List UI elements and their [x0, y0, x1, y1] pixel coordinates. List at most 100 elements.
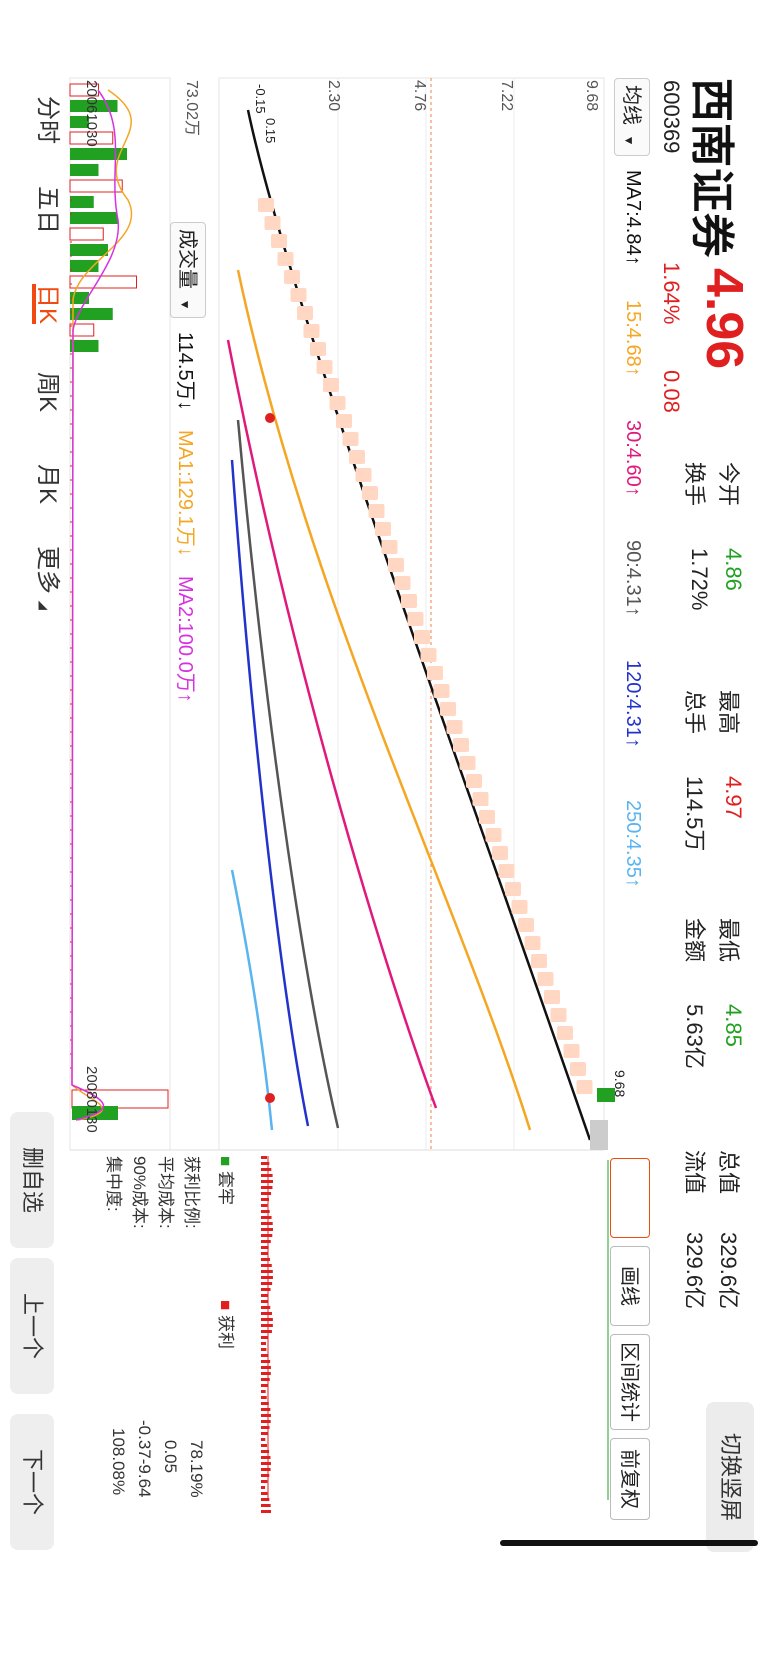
latest-candle — [597, 1088, 615, 1102]
chip-bar — [260, 1216, 272, 1219]
volume-ma2-line — [71, 89, 120, 1121]
chip-bar — [261, 1162, 270, 1165]
chip-bar — [261, 1384, 268, 1387]
ma90-line — [236, 419, 340, 1129]
period-more-label: 更多 — [34, 546, 61, 594]
chip-90-cost-label: 90%成本: — [130, 1156, 149, 1229]
volume-bar — [70, 148, 127, 160]
sequence-marker — [284, 270, 300, 284]
sequence-marker — [329, 396, 346, 410]
active-period-underline — [32, 284, 36, 324]
previous-button[interactable]: 上一个 — [10, 1258, 54, 1394]
chip-bar — [261, 1348, 267, 1351]
volume-bar — [69, 227, 104, 241]
volume-bar-latest-down — [72, 1106, 118, 1120]
home-indicator — [500, 1540, 758, 1546]
sequence-marker — [446, 720, 463, 734]
sequence-marker — [375, 522, 391, 536]
chip-bar — [261, 1414, 271, 1417]
ma250-line — [230, 869, 274, 1131]
volume-bar — [69, 179, 123, 193]
chip-bar — [260, 1438, 266, 1441]
next-button[interactable]: 下一个 — [10, 1414, 54, 1550]
sequence-marker — [388, 558, 404, 572]
sequence-marker — [550, 1008, 567, 1022]
chip-bar — [261, 1294, 269, 1297]
sequence-marker — [492, 846, 508, 860]
sequence-marker — [277, 252, 294, 266]
chip-bar — [260, 1444, 268, 1447]
trend-dot — [265, 413, 275, 423]
low-left-label: -0.15 — [253, 84, 268, 114]
chip-bar — [261, 1330, 272, 1333]
volume-total: 114.5万↓ — [174, 332, 196, 411]
chip-bar — [260, 1300, 269, 1303]
volume-bar — [69, 323, 95, 337]
chip-distribution — [260, 1156, 609, 1513]
chip-bar — [261, 1252, 268, 1255]
ma15-line — [236, 269, 532, 1131]
sequence-marker — [349, 450, 365, 464]
high-marker-label: 9.68 — [612, 1070, 628, 1098]
price-axis-top: 9.68 — [583, 80, 600, 112]
remove-watchlist-button[interactable]: 删自选 — [10, 1112, 54, 1248]
sequence-marker — [563, 1044, 580, 1058]
chip-bar — [261, 1498, 270, 1501]
sequence-marker — [427, 666, 443, 680]
sequence-marker — [264, 216, 281, 230]
sequence-marker — [433, 684, 450, 698]
chip-bar — [261, 1474, 270, 1477]
chip-bar — [260, 1456, 271, 1459]
sequence-marker — [459, 756, 476, 770]
chip-bar — [260, 1366, 271, 1369]
sequence-marker — [505, 882, 521, 896]
chip-bar — [260, 1210, 270, 1213]
volume-bar — [70, 116, 89, 128]
sequence-marker — [453, 738, 469, 752]
price-axis-4: 2.30 — [325, 80, 342, 112]
chip-bar — [260, 1264, 272, 1267]
chip-bar — [260, 1372, 271, 1375]
chip-bar — [260, 1246, 269, 1249]
sequence-marker — [466, 774, 482, 788]
chip-bar — [261, 1222, 273, 1225]
sequence-marker — [381, 540, 398, 554]
chart-grid — [69, 77, 605, 1151]
sequence-marker — [498, 864, 515, 878]
period-more[interactable]: 更多 ◢ — [33, 546, 68, 610]
period-monthly-k[interactable]: 月K — [34, 464, 61, 505]
chip-bar — [260, 1390, 266, 1393]
candles — [258, 198, 615, 1150]
volume-bar — [70, 196, 94, 208]
volume-bar — [70, 260, 99, 272]
period-intraday[interactable]: 分时 — [34, 96, 61, 144]
period-weekly-k[interactable]: 周K — [34, 372, 61, 413]
sequence-marker — [570, 1062, 586, 1076]
start-date: 20061030 — [83, 80, 100, 147]
latest-highlight — [590, 1120, 608, 1150]
chip-bar — [260, 1180, 273, 1183]
period-five-day[interactable]: 五日 — [34, 186, 61, 234]
chip-bar — [260, 1174, 273, 1177]
period-daily-k[interactable]: 日K — [34, 284, 61, 325]
chip-bar — [261, 1228, 273, 1231]
chip-bar — [260, 1432, 268, 1435]
sequence-marker — [511, 900, 528, 914]
chip-bar — [260, 1324, 273, 1327]
chip-bar — [261, 1276, 273, 1279]
sequence-marker — [310, 342, 326, 356]
chip-bar — [260, 1192, 272, 1195]
corner-arrow-icon: ◢ — [37, 600, 51, 610]
volume-bar — [70, 212, 118, 224]
sequence-marker — [271, 234, 287, 248]
chip-bar — [260, 1288, 271, 1291]
price-axis-3: 4.76 — [411, 80, 428, 112]
chip-bar — [260, 1486, 266, 1489]
volume-bars — [69, 83, 169, 1120]
volume-selector[interactable]: 成交量 ▼ — [170, 222, 206, 318]
sequence-marker — [368, 504, 385, 518]
chip-90-cost-value: -0.37-9.64 — [135, 1420, 154, 1498]
sequence-marker — [518, 918, 534, 932]
